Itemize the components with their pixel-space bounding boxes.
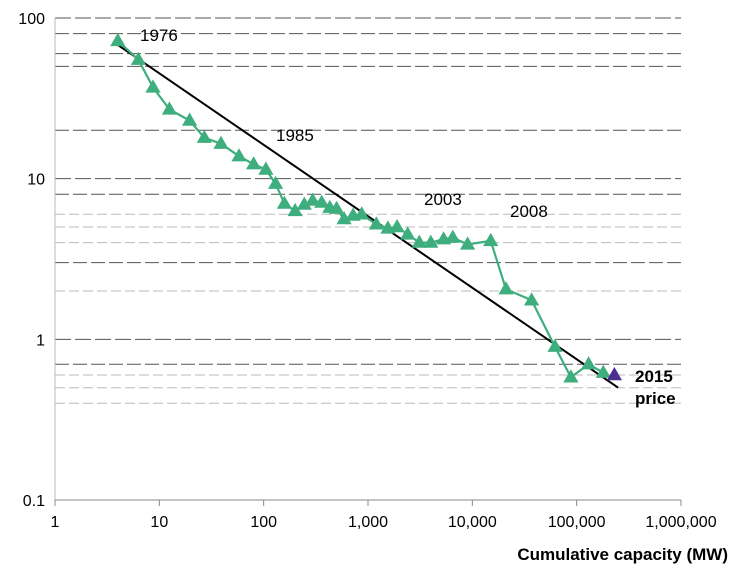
data-point [276,195,292,209]
data-point [258,161,274,175]
x-tick-label: 100,000 [548,514,606,531]
series-layer [110,32,622,383]
y-tick-label: 100 [18,11,45,28]
data-point [498,281,514,295]
data-point [161,101,177,115]
y-ticks-layer: 0.1 1 10 100 [18,11,45,510]
y-tick-label: 0.1 [23,493,45,510]
data-point [329,200,345,214]
annotation-price: price [635,389,676,408]
data-point-2015 [606,367,622,381]
annotation-1976: 1976 [140,26,178,45]
data-point [563,369,579,383]
data-point [314,194,330,208]
x-tick-label: 100 [250,514,277,531]
data-point [296,196,312,210]
data-point [110,32,126,47]
data-point [268,175,284,189]
data-point [287,202,303,217]
data-point [213,135,229,149]
data-point [305,192,321,206]
grid-layer [55,17,681,404]
trendline [117,44,619,389]
x-axis-title: Cumulative capacity (MW) [517,545,728,564]
data-point [130,51,146,65]
x-tick-label: 1 [51,514,60,531]
data-point [368,216,384,230]
data-point [231,148,247,162]
y-tick-label: 1 [36,332,45,349]
x-ticks-layer: 1 10 100 1,000 10,000 100,000 1,000,000 [51,500,717,531]
y-tick-label: 10 [27,172,45,189]
x-tick-label: 1,000,000 [645,514,716,531]
data-point [145,79,161,93]
data-point [400,226,416,240]
data-point [411,234,427,248]
x-tick-label: 10 [150,514,168,531]
annotation-2003: 2003 [424,190,462,209]
data-point [460,236,476,250]
x-tick-label: 1,000 [348,514,388,531]
data-point [483,232,499,247]
annotation-1985: 1985 [276,126,314,145]
data-point [547,338,563,352]
data-point [246,156,262,170]
annotation-2015: 2015 [635,367,673,386]
data-point [581,356,597,370]
data-point [196,129,212,143]
x-tick-label: 10,000 [448,514,497,531]
data-point [524,292,540,306]
data-point [445,229,461,243]
data-point [354,206,370,220]
data-point [389,219,405,233]
data-point [182,112,198,126]
data-point [423,234,439,248]
data-point [595,364,611,378]
data-point [336,211,352,225]
annotation-2008: 2008 [510,202,548,221]
trend-layer [117,44,619,389]
